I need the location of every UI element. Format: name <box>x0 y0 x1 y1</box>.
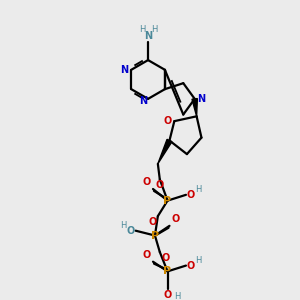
Text: H: H <box>174 292 181 300</box>
Text: O: O <box>187 261 195 271</box>
Polygon shape <box>158 139 172 164</box>
Text: O: O <box>126 226 135 236</box>
Text: O: O <box>156 180 164 190</box>
Text: N: N <box>120 65 128 75</box>
Text: H: H <box>121 221 127 230</box>
Text: H: H <box>195 256 201 265</box>
Text: O: O <box>163 116 171 126</box>
Text: O: O <box>164 290 172 300</box>
Text: N: N <box>198 94 206 104</box>
Text: H: H <box>195 185 201 194</box>
Text: N: N <box>144 31 152 41</box>
Polygon shape <box>192 99 197 116</box>
Text: H: H <box>151 25 157 34</box>
Text: O: O <box>171 214 180 224</box>
Text: O: O <box>143 177 151 187</box>
Text: P: P <box>164 196 172 206</box>
Text: H: H <box>139 25 146 34</box>
Text: O: O <box>162 253 170 263</box>
Text: P: P <box>164 266 172 276</box>
Text: O: O <box>143 250 151 260</box>
Text: O: O <box>187 190 195 200</box>
Text: N: N <box>139 96 147 106</box>
Text: P: P <box>151 230 159 241</box>
Text: O: O <box>148 217 157 227</box>
